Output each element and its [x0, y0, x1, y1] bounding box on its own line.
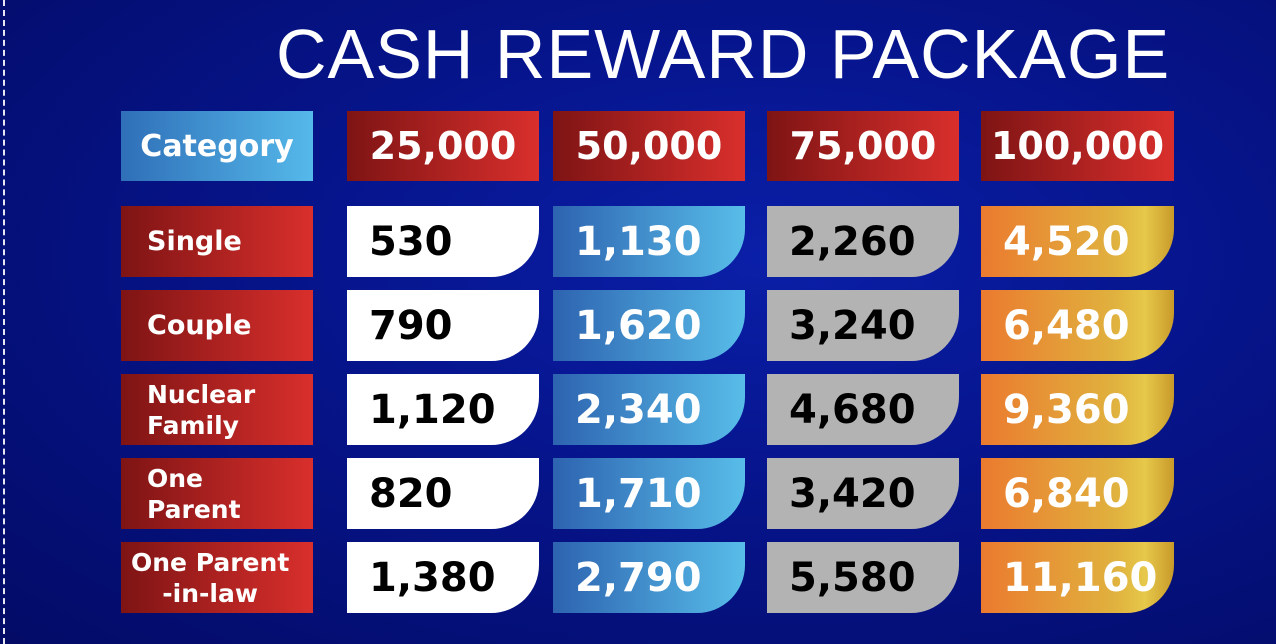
- value-cell: 2,790: [553, 542, 745, 613]
- row-label-line: Parent: [147, 494, 241, 524]
- row-label-text: One Parent: [147, 463, 241, 525]
- value-cell: 3,420: [767, 458, 959, 529]
- row-label-line: Couple: [147, 310, 252, 341]
- value-cell: 1,130: [553, 206, 745, 277]
- value-cell: 790: [347, 290, 539, 361]
- row-label-text: Nuclear Family: [147, 379, 255, 441]
- value-cell: 6,840: [981, 458, 1174, 529]
- row-label-line: One Parent: [131, 547, 290, 577]
- row-label: One Parent: [121, 458, 313, 529]
- value-cell: 2,260: [767, 206, 959, 277]
- row-label: Nuclear Family: [121, 374, 313, 445]
- row-label-line: -in-law: [162, 578, 258, 608]
- header-amount: 100,000: [981, 111, 1174, 181]
- row-label-line: Family: [147, 410, 239, 440]
- value-cell: 820: [347, 458, 539, 529]
- value-cell: 4,520: [981, 206, 1174, 277]
- value-cell: 3,240: [767, 290, 959, 361]
- header-amount: 75,000: [767, 111, 959, 181]
- value-cell: 11,160: [981, 542, 1174, 613]
- value-cell: 1,620: [553, 290, 745, 361]
- row-label-text: Couple: [147, 310, 251, 341]
- header-amount: 50,000: [553, 111, 745, 181]
- row-label: Single: [121, 206, 313, 277]
- value-cell: 2,340: [553, 374, 745, 445]
- value-cell: 1,710: [553, 458, 745, 529]
- header-amount: 25,000: [347, 111, 539, 181]
- header-category: Category: [121, 111, 313, 181]
- row-label: One Parent -in-law: [121, 542, 313, 613]
- row-label-line: Single: [147, 226, 242, 257]
- row-label: Couple: [121, 290, 313, 361]
- value-cell: 1,120: [347, 374, 539, 445]
- row-label-line: One: [147, 463, 204, 493]
- value-cell: 530: [347, 206, 539, 277]
- value-cell: 5,580: [767, 542, 959, 613]
- row-label-text: Single: [147, 226, 242, 257]
- dashed-border: [3, 0, 5, 644]
- value-cell: 1,380: [347, 542, 539, 613]
- row-label-text: One Parent -in-law: [131, 547, 289, 609]
- value-cell: 4,680: [767, 374, 959, 445]
- page-title: CASH REWARD PACKAGE: [276, 15, 1171, 93]
- value-cell: 9,360: [981, 374, 1174, 445]
- value-cell: 6,480: [981, 290, 1174, 361]
- row-label-line: Nuclear: [147, 379, 256, 409]
